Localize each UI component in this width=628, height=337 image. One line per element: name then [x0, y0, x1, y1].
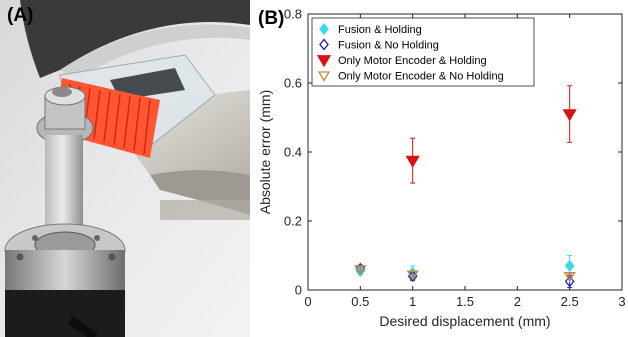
y-axis: 0 0.2 0.4 0.6 0.8: [284, 7, 622, 298]
series-2: [405, 85, 577, 184]
legend-box: [311, 17, 535, 87]
data-point: [564, 275, 575, 288]
x-tick-label: 1: [409, 294, 416, 309]
legend-entry: Fusion & No Holding: [338, 40, 439, 52]
error-scatter-chart: (B) 0 0.5 1 1.5 2 2.5 3 0 0.2 0.4 0.6 0.8 Desired …: [257, 7, 626, 330]
shaft: [45, 135, 83, 240]
panel-a-label: (A): [7, 5, 34, 26]
series-0: [355, 255, 575, 281]
panel-b-label: (B): [258, 8, 284, 29]
legend-entry: Only Motor Encoder & No Holding: [338, 71, 504, 83]
legend-marker: [319, 38, 329, 51]
y-tick-label: 0: [295, 283, 302, 298]
legend-marker: [319, 22, 329, 36]
photo-panel: (A): [0, 0, 250, 337]
legend: Fusion & Holding Fusion & No Holding Only …: [311, 17, 535, 87]
motor-body: [5, 250, 125, 295]
data-point: [405, 155, 420, 168]
x-tick-label: 0.5: [351, 294, 369, 309]
legend-marker: [317, 71, 331, 82]
y-tick-label: 0.4: [284, 145, 302, 160]
sensor-strip: [110, 68, 185, 100]
x-tick-label: 1.5: [456, 294, 474, 309]
x-tick-label: 2.5: [561, 294, 579, 309]
data-point: [562, 109, 577, 122]
legend-entry: Only Motor Encoder & Holding: [338, 55, 487, 67]
y-tick-label: 0.2: [284, 214, 302, 229]
x-tick-label: 2: [514, 294, 521, 309]
legend-entry: Fusion & Holding: [338, 24, 422, 36]
dark-ring: [20, 0, 250, 78]
data-point: [564, 259, 575, 272]
legend-marker: [316, 55, 332, 68]
apparatus-photo: [0, 0, 250, 337]
x-axis-title: Desired displacement (mm): [379, 313, 550, 329]
data-point: [563, 272, 576, 283]
data-point: [354, 265, 367, 276]
y-tick-label: 0.8: [284, 7, 302, 22]
cable: [67, 316, 98, 337]
data-marks: [354, 85, 577, 289]
x-axis: 0 0.5 1 1.5 2 2.5 3: [304, 14, 626, 309]
chart-panel: (B) 0 0.5 1 1.5 2 2.5 3 0 0.2 0.4 0.6 0.8 Desired …: [250, 0, 628, 337]
y-axis-title: Absolute error (mm): [257, 90, 273, 214]
series-3: [354, 265, 576, 283]
encoder-body: [5, 290, 125, 337]
series-1: [355, 262, 575, 289]
y-tick-label: 0.6: [284, 76, 302, 91]
x-tick-label: 0: [304, 294, 311, 309]
x-tick-label: 3: [618, 294, 625, 309]
data-point: [406, 270, 419, 281]
